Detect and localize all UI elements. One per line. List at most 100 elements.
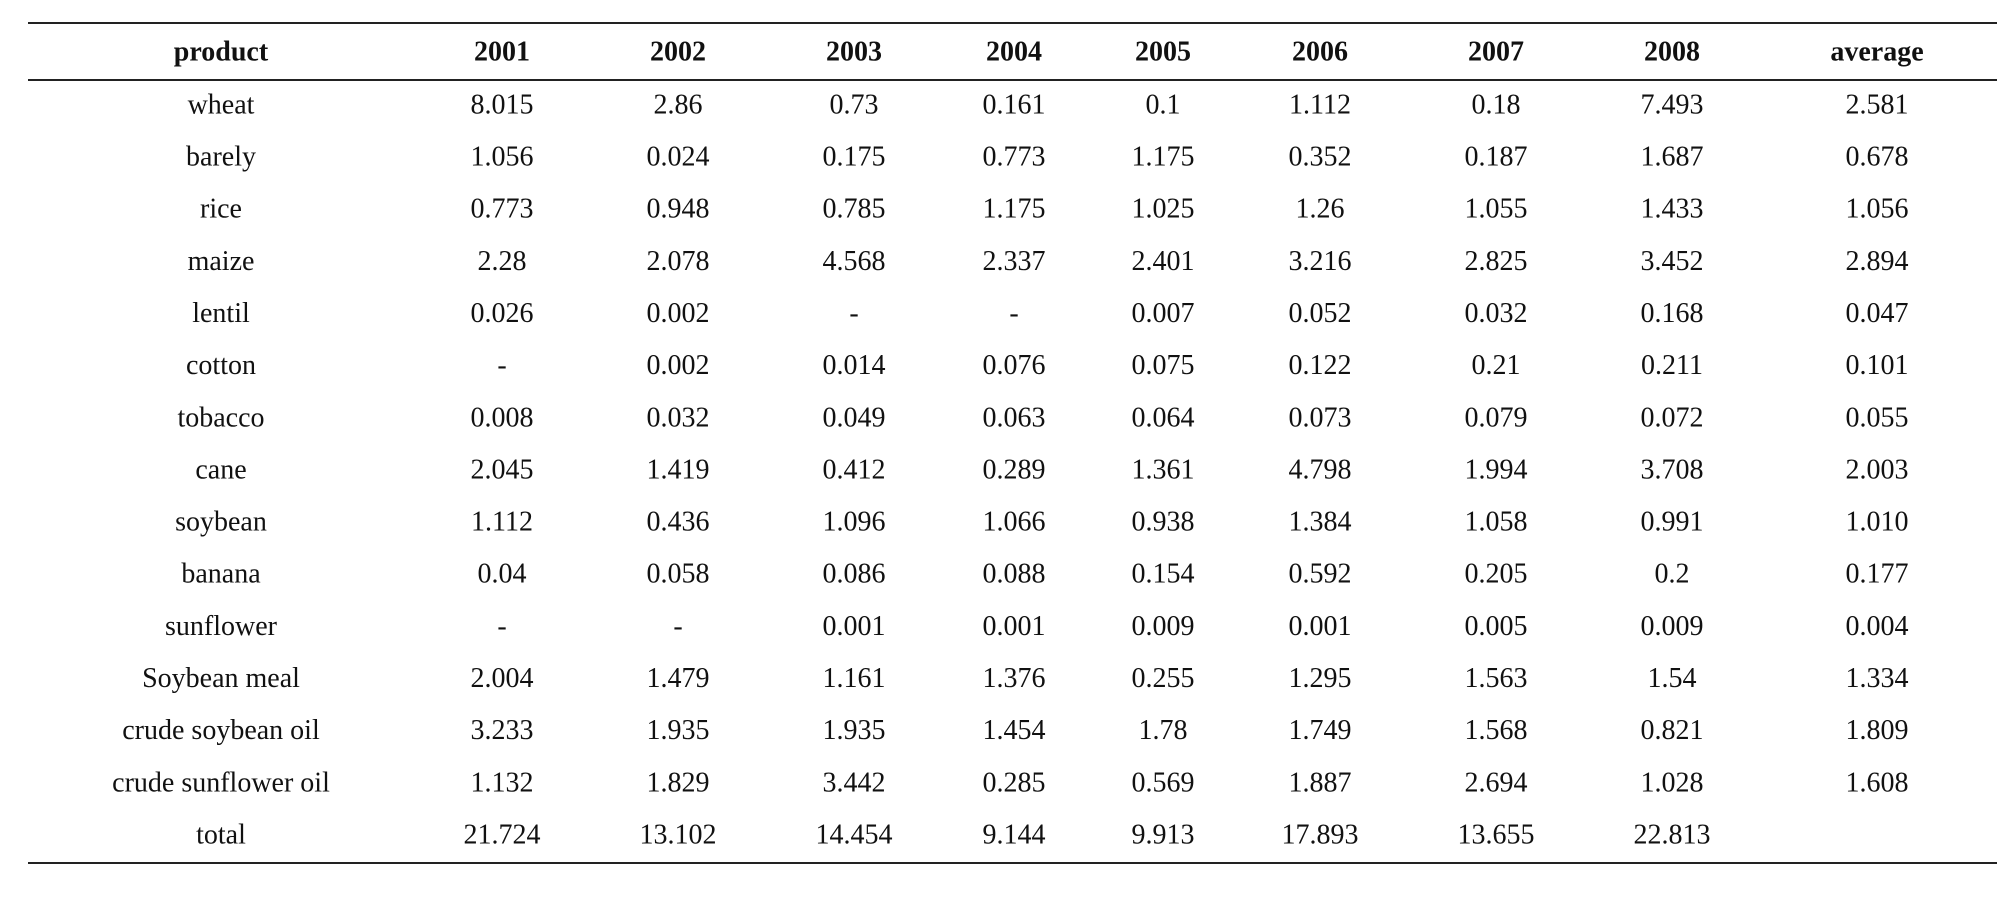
cell: 0.049	[823, 402, 886, 433]
cell: 22.813	[1634, 819, 1711, 850]
cell: 1.334	[1846, 663, 1909, 694]
cell: 1.025	[1132, 194, 1195, 225]
cell: 1.935	[647, 715, 710, 746]
cell: 0.569	[1132, 767, 1195, 798]
cell: 0.004	[1846, 611, 1909, 642]
cell: 1.361	[1132, 454, 1195, 485]
cell: 0.161	[983, 89, 1046, 120]
row-label: cane	[195, 454, 246, 485]
cell: 0.285	[983, 767, 1046, 798]
cell: 0.005	[1465, 611, 1528, 642]
cell: 0.122	[1289, 350, 1352, 381]
cell: 2.003	[1846, 454, 1909, 485]
cell: 1.479	[647, 663, 710, 694]
cell: 0.168	[1641, 298, 1704, 329]
cell: 0.255	[1132, 663, 1195, 694]
cell: 0.352	[1289, 142, 1352, 173]
cell: 0.007	[1132, 298, 1195, 329]
cell: 0.175	[823, 142, 886, 173]
cell: 1.112	[1289, 89, 1351, 120]
cell: 0.058	[647, 559, 710, 590]
cell: 14.454	[816, 819, 893, 850]
cell: 0.086	[823, 559, 886, 590]
cell: 2.694	[1465, 767, 1528, 798]
cell: 0.055	[1846, 402, 1909, 433]
cell: 0.773	[983, 142, 1046, 173]
header-cell: 2001	[474, 36, 530, 67]
cell: 9.144	[983, 819, 1046, 850]
cell: 0.088	[983, 559, 1046, 590]
cell: 1.687	[1641, 142, 1704, 173]
cell: 0.052	[1289, 298, 1352, 329]
cell: 0.002	[647, 350, 710, 381]
row-label: banana	[181, 559, 261, 590]
cell: 0.002	[647, 298, 710, 329]
cell: 1.295	[1289, 663, 1352, 694]
cell: -	[849, 298, 858, 329]
cell: 2.078	[647, 246, 710, 277]
row-label: rice	[200, 194, 242, 225]
cell: 0.678	[1846, 142, 1909, 173]
cell: 0.938	[1132, 507, 1195, 538]
row-label: maize	[188, 246, 255, 277]
cell: 1.887	[1289, 767, 1352, 798]
cell: 2.337	[983, 246, 1046, 277]
cell: 0.289	[983, 454, 1046, 485]
cell: 7.493	[1641, 89, 1704, 120]
cell: 0.009	[1641, 611, 1704, 642]
row-label: sunflower	[165, 611, 278, 642]
row-label: soybean	[175, 507, 267, 538]
header-cell: 2004	[986, 36, 1042, 67]
row-label: total	[196, 819, 246, 850]
cell: 1.056	[471, 142, 534, 173]
cell: -	[497, 611, 506, 642]
cell: 0.076	[983, 350, 1046, 381]
cell: 0.821	[1641, 715, 1704, 746]
cell: 1.829	[647, 767, 710, 798]
cell: 0.785	[823, 194, 886, 225]
cell: 0.2	[1655, 559, 1690, 590]
header-cell: 2003	[826, 36, 882, 67]
cell: 0.187	[1465, 142, 1528, 173]
cell: 1.028	[1641, 767, 1704, 798]
cell: -	[497, 350, 506, 381]
cell: 21.724	[464, 819, 541, 850]
row-label: lentil	[192, 298, 250, 329]
cell: 13.655	[1458, 819, 1535, 850]
header-cell: 2006	[1292, 36, 1348, 67]
cell: 0.047	[1846, 298, 1909, 329]
cell: 0.18	[1472, 89, 1521, 120]
row-label: wheat	[188, 89, 255, 120]
cell: 1.384	[1289, 507, 1352, 538]
cell: 4.568	[823, 246, 886, 277]
cell: 3.216	[1289, 246, 1352, 277]
header-cell: 2002	[650, 36, 706, 67]
cell: 0.024	[647, 142, 710, 173]
row-label: cotton	[186, 350, 256, 381]
cell: 0.026	[471, 298, 534, 329]
cell: 3.452	[1641, 246, 1704, 277]
cell: 1.376	[983, 663, 1046, 694]
cell: 0.211	[1641, 350, 1703, 381]
cell: 0.075	[1132, 350, 1195, 381]
cell: 0.101	[1846, 350, 1909, 381]
header-cell: 2007	[1468, 36, 1524, 67]
cell: 0.592	[1289, 559, 1352, 590]
header-cell: 2008	[1644, 36, 1700, 67]
cell: 1.112	[471, 507, 533, 538]
cell: 1.78	[1139, 715, 1188, 746]
header-cell: product	[174, 36, 269, 67]
row-label: crude sunflower oil	[112, 767, 330, 798]
cell: 0.73	[830, 89, 879, 120]
row-label: Soybean meal	[142, 663, 300, 694]
cell: 1.935	[823, 715, 886, 746]
cell: 1.056	[1846, 194, 1909, 225]
cell: 1.055	[1465, 194, 1528, 225]
cell: 17.893	[1282, 819, 1359, 850]
cell: 0.063	[983, 402, 1046, 433]
cell: 1.096	[823, 507, 886, 538]
cell: 0.008	[471, 402, 534, 433]
cell: 8.015	[471, 89, 534, 120]
